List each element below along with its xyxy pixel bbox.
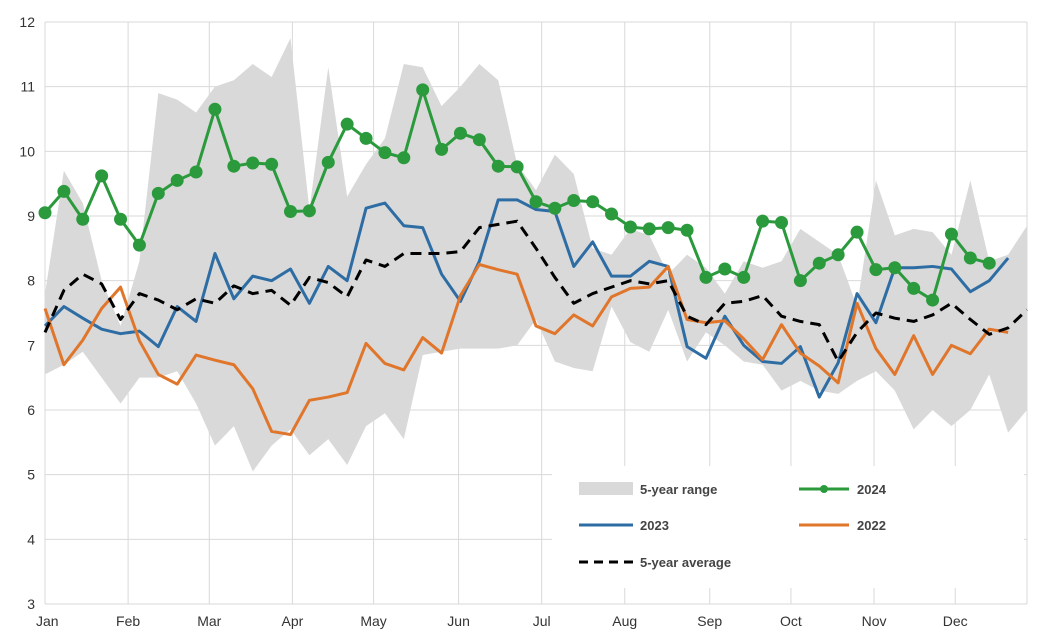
data-point-2024 (95, 169, 109, 183)
data-point-2024 (397, 151, 411, 165)
data-point-2024 (114, 212, 128, 226)
data-point-2024 (699, 270, 713, 284)
y-tick-label: 3 (27, 596, 35, 612)
data-point-2024 (491, 159, 505, 173)
data-point-2024 (831, 248, 845, 262)
x-tick-label: Mar (197, 613, 221, 629)
x-tick-label: Dec (943, 613, 968, 629)
x-tick-label: Oct (780, 613, 802, 629)
data-point-2024 (567, 193, 581, 207)
legend-label-5-year-range: 5-year range (640, 482, 717, 497)
x-tick-label: Apr (281, 613, 303, 629)
x-tick-label: Jun (447, 613, 470, 629)
data-point-2024 (453, 126, 467, 140)
y-tick-label: 11 (20, 79, 35, 95)
x-tick-label: Feb (116, 613, 140, 629)
data-point-2024 (170, 173, 184, 187)
y-tick-label: 9 (27, 208, 35, 224)
data-point-2024 (416, 83, 430, 97)
data-point-2024 (151, 186, 165, 200)
y-tick-label: 4 (27, 531, 35, 547)
data-point-2024 (548, 201, 562, 215)
data-point-2024 (132, 238, 146, 252)
y-tick-label: 5 (27, 467, 35, 483)
data-point-2024 (926, 293, 940, 307)
data-point-2024 (208, 102, 222, 116)
data-point-2024 (756, 214, 770, 228)
series-layer (38, 83, 1029, 437)
data-point-2024 (472, 133, 486, 147)
data-point-2024 (737, 270, 751, 284)
range-band-layer (45, 38, 1027, 472)
data-point-2024 (869, 263, 883, 277)
x-tick-label: Nov (862, 613, 887, 629)
data-point-2024 (680, 223, 694, 237)
data-point-2024 (57, 184, 71, 198)
y-tick-label: 8 (27, 273, 35, 289)
series-line-2023 (43, 198, 1010, 399)
legend-marker-2024 (820, 485, 828, 493)
data-point-2024 (435, 142, 449, 156)
data-point-2024 (586, 195, 600, 209)
legend-label-2024: 2024 (857, 482, 887, 497)
data-point-2024 (982, 256, 996, 270)
series-line-2022 (43, 263, 1009, 437)
data-point-2024 (623, 220, 637, 234)
y-tick-label: 6 (27, 402, 35, 418)
data-point-2024 (661, 221, 675, 235)
data-point-2024 (793, 274, 807, 288)
x-tick-label: Aug (612, 613, 637, 629)
data-point-2024 (605, 207, 619, 221)
y-tick-label: 10 (19, 143, 35, 159)
data-point-2024 (302, 204, 316, 218)
data-point-2024 (227, 159, 241, 173)
legend-label-5-year-average: 5-year average (640, 555, 731, 570)
legend: 5-year range 2024 2023 2022 5-year avera… (552, 466, 1024, 588)
range-band (45, 38, 1027, 472)
y-tick-label: 7 (27, 337, 35, 353)
legend-label-2023: 2023 (640, 518, 669, 533)
data-point-2024 (812, 256, 826, 270)
data-point-2024 (963, 251, 977, 265)
data-point-2024 (340, 117, 354, 131)
data-point-2024 (775, 215, 788, 229)
data-point-2024 (359, 131, 373, 145)
data-point-2024 (718, 262, 732, 276)
y-tick-label: 12 (19, 14, 35, 30)
data-point-2024 (189, 165, 203, 179)
data-point-2024 (510, 160, 524, 174)
axis-ticks: 3 4 5 6 7 8 9 10 11 12 Jan Feb Mar Apr May Jun Jul Aug Sep… (19, 14, 967, 629)
data-point-2024 (529, 195, 543, 209)
data-point-2024 (246, 156, 260, 170)
x-tick-label: May (360, 613, 386, 629)
series-line-5-year-average (43, 219, 1029, 363)
data-point-2024 (284, 204, 297, 218)
legend-label-2022: 2022 (857, 518, 886, 533)
data-point-2024 (321, 155, 335, 169)
data-point-2024 (76, 212, 90, 226)
data-point-2024 (265, 157, 279, 171)
data-point-2024 (642, 222, 656, 236)
data-point-2024 (378, 146, 392, 160)
legend-swatch-5-year-range (579, 482, 633, 495)
data-point-2024 (38, 206, 52, 220)
data-point-2024 (907, 281, 921, 295)
x-tick-label: Jan (36, 613, 59, 629)
data-point-2024 (944, 227, 958, 241)
x-tick-label: Jul (533, 613, 551, 629)
x-tick-label: Sep (697, 613, 722, 629)
data-point-2024 (850, 225, 864, 239)
data-point-2024 (888, 261, 902, 275)
